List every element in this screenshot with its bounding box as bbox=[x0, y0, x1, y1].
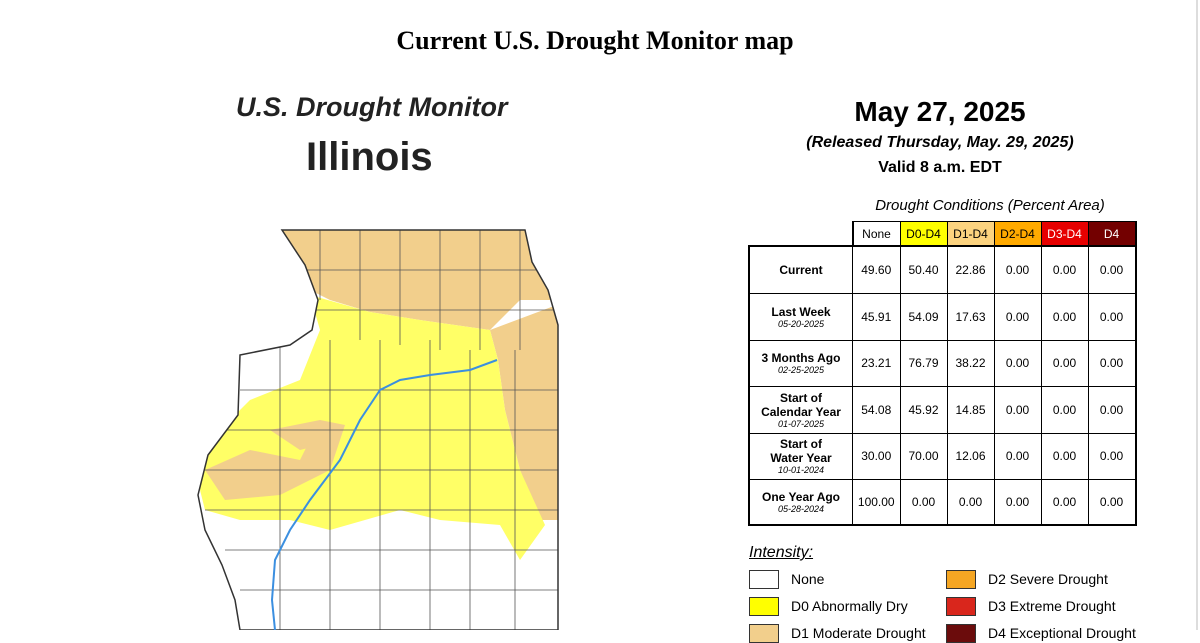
row-label: Start of Water Year 10-01-2024 bbox=[748, 432, 853, 480]
map-state: Illinois bbox=[306, 135, 433, 179]
table-cell: 70.00 bbox=[899, 432, 948, 480]
column-header: None bbox=[851, 221, 901, 247]
table-cell: 54.09 bbox=[899, 292, 948, 341]
state-outline bbox=[197, 229, 559, 630]
table-cell: 0.00 bbox=[1040, 478, 1089, 526]
legend-swatch bbox=[946, 597, 976, 616]
table-cell: 30.00 bbox=[852, 432, 901, 480]
legend-swatch bbox=[749, 624, 779, 643]
legend-label: D4 Exceptional Drought bbox=[988, 625, 1136, 641]
column-header: D4 bbox=[1087, 221, 1137, 247]
table-cell: 45.92 bbox=[899, 385, 948, 434]
table-cell: 23.21 bbox=[852, 339, 901, 387]
row-label-line: Last Week bbox=[771, 304, 831, 319]
row-label: One Year Ago 05-28-2024 bbox=[748, 478, 853, 526]
table-cell: 0.00 bbox=[899, 478, 948, 526]
column-header: D1-D4 bbox=[946, 221, 995, 247]
table-cell: 0.00 bbox=[1040, 432, 1089, 480]
column-header: D2-D4 bbox=[993, 221, 1042, 247]
table-row: Last Week 05-20-2025 45.91 54.09 17.63 0.00 0.… bbox=[748, 292, 1137, 341]
legend-label: D1 Moderate Drought bbox=[791, 625, 926, 641]
table-cell: 0.00 bbox=[1087, 478, 1137, 526]
scroll-edge bbox=[1196, 0, 1198, 630]
map bbox=[197, 229, 559, 630]
legend-label: D3 Extreme Drought bbox=[988, 598, 1116, 614]
map-fill bbox=[198, 230, 558, 630]
map-date: May 27, 2025 bbox=[854, 96, 1026, 127]
column-header: D3-D4 bbox=[1040, 221, 1089, 247]
row-label-line: 3 Months Ago bbox=[761, 351, 841, 365]
header-row: None D0-D4 D1-D4 D2-D4 D3-D4 D4 bbox=[749, 221, 1137, 247]
table-cell: 0.00 bbox=[1087, 245, 1137, 294]
row-label: Current bbox=[748, 245, 853, 294]
row-label-line: Water Year bbox=[770, 451, 832, 465]
row-label: Start of Calendar Year 01-07-2025 bbox=[748, 385, 853, 434]
table-row: 3 Months Ago 02-25-2025 23.21 76.79 38.22 0.0… bbox=[748, 339, 1137, 387]
row-date: 05-20-2025 bbox=[777, 318, 825, 329]
table-cell: 49.60 bbox=[852, 245, 901, 294]
table-cell: 0.00 bbox=[1040, 339, 1089, 387]
valid-time: Valid 8 a.m. EDT bbox=[878, 159, 1002, 176]
table-caption: Drought Conditions (Percent Area) bbox=[875, 197, 1105, 214]
legend-swatch bbox=[946, 570, 976, 589]
row-date: 10-01-2024 bbox=[777, 465, 825, 475]
table-cell: 50.40 bbox=[899, 245, 948, 294]
table-cell: 76.79 bbox=[899, 339, 948, 387]
county-lines bbox=[205, 230, 558, 630]
legend-label: None bbox=[791, 571, 825, 587]
row-label-line: Current bbox=[779, 262, 823, 277]
table-cell: 0.00 bbox=[1087, 292, 1137, 341]
table-cell: 0.00 bbox=[1087, 339, 1137, 387]
table-cell: 0.00 bbox=[1040, 292, 1089, 341]
table-cell: 38.22 bbox=[946, 339, 995, 387]
table-cell: 0.00 bbox=[993, 245, 1042, 294]
river bbox=[270, 359, 498, 630]
column-header: D0-D4 bbox=[899, 221, 948, 247]
legend-swatch bbox=[946, 624, 976, 643]
table-cell: 22.86 bbox=[946, 245, 995, 294]
row-date: 01-07-2025 bbox=[777, 418, 825, 429]
table-cell: 0.00 bbox=[993, 339, 1042, 387]
page: Current U.S. Drought Monitor map U.S. Dr… bbox=[197, 0, 1198, 643]
table-cell: 12.06 bbox=[946, 432, 995, 480]
table-cell: 54.08 bbox=[852, 385, 901, 434]
table-cell: 0.00 bbox=[1087, 385, 1137, 434]
table-row: Start of Calendar Year 01-07-2025 54.08 45.9… bbox=[748, 385, 1137, 434]
row-label: Last Week 05-20-2025 bbox=[748, 292, 853, 341]
table-cell: 45.91 bbox=[852, 292, 901, 341]
table-cell: 0.00 bbox=[1040, 245, 1089, 294]
legend-swatch bbox=[749, 570, 779, 589]
table-row: Current 49.60 50.40 22.86 0.00 0.00 0.00 bbox=[748, 245, 1137, 294]
row-label-line: Start of bbox=[780, 437, 822, 451]
row-date: 02-25-2025 bbox=[777, 365, 825, 375]
table-cell: 0.00 bbox=[993, 385, 1042, 434]
table-cell: 0.00 bbox=[993, 478, 1042, 526]
row-label-line: Calendar Year bbox=[761, 404, 841, 419]
legend-label: D2 Severe Drought bbox=[988, 571, 1108, 587]
table-cell: 100.00 bbox=[852, 478, 901, 526]
legend-swatch bbox=[749, 597, 779, 616]
row-label-line: One Year Ago bbox=[761, 489, 841, 504]
table-cell: 0.00 bbox=[1087, 432, 1137, 480]
table-cell: 0.00 bbox=[946, 478, 995, 526]
row-label-line: Start of bbox=[780, 390, 822, 405]
table-row: One Year Ago 05-28-2024 100.00 0.00 0.00 0.00… bbox=[748, 478, 1137, 526]
table-cell: 0.00 bbox=[993, 292, 1042, 341]
corner bbox=[749, 222, 853, 247]
legend-label: D0 Abnormally Dry bbox=[791, 598, 908, 614]
row-date: 05-28-2024 bbox=[777, 503, 825, 514]
page-title: Current U.S. Drought Monitor map bbox=[396, 26, 794, 55]
table-cell: 14.85 bbox=[946, 385, 995, 434]
legend-title: Intensity: bbox=[749, 544, 814, 561]
table-cell: 0.00 bbox=[993, 432, 1042, 480]
row-label: 3 Months Ago 02-25-2025 bbox=[748, 339, 853, 387]
release-date: (Released Thursday, May. 29, 2025) bbox=[806, 134, 1074, 151]
table-cell: 17.63 bbox=[946, 292, 995, 341]
table-row: Start of Water Year 10-01-2024 30.00 70.00 12… bbox=[748, 432, 1137, 480]
conditions-table: None D0-D4 D1-D4 D2-D4 D3-D4 D4 Current 49.60 50… bbox=[748, 221, 1137, 526]
table-cell: 0.00 bbox=[1040, 385, 1089, 434]
map-title: U.S. Drought Monitor bbox=[236, 92, 508, 122]
